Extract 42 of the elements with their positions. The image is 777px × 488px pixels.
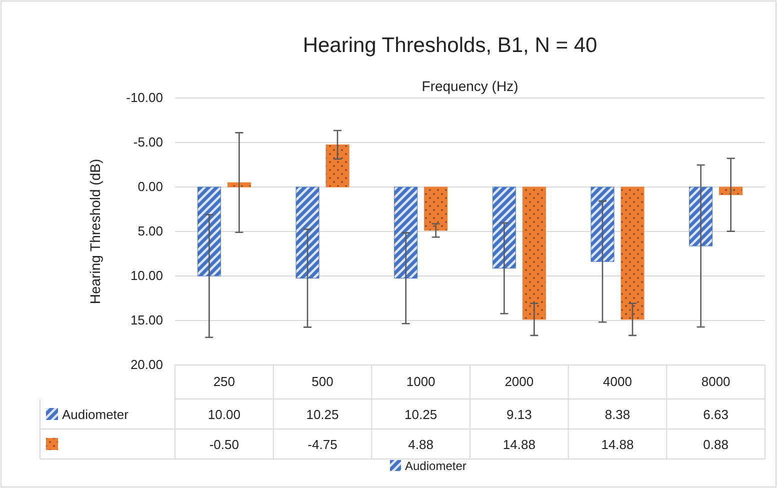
chart-title: Hearing Thresholds, B1, N = 40: [302, 34, 598, 57]
data-label: 8.38: [604, 407, 630, 422]
bar: [197, 186, 221, 276]
x-tick-label: 250: [213, 374, 236, 389]
bar: [522, 186, 546, 320]
bar: [590, 186, 614, 262]
data-label: 14.88: [502, 437, 536, 452]
bar: [326, 144, 350, 188]
x-tick-label: 4000: [603, 374, 632, 389]
bar: [227, 182, 251, 188]
data-label: 4.88: [408, 437, 434, 452]
y-tick-label: 20.00: [130, 357, 163, 372]
bar: [492, 186, 516, 269]
data-label: -0.50: [209, 437, 239, 452]
data-label: 0.88: [703, 437, 728, 452]
y-tick-label: 10.00: [130, 268, 163, 284]
bar: [394, 186, 418, 278]
bar: [719, 186, 743, 196]
data-label: 10.25: [306, 407, 339, 422]
x-tick-label: 500: [312, 374, 334, 389]
data-label: 10.00: [208, 407, 240, 422]
bar: [296, 186, 320, 278]
text: Audiometer: [405, 459, 466, 473]
bar: [424, 186, 448, 231]
legend-label: Audiometer: [62, 407, 130, 422]
data-label: 10.25: [404, 407, 438, 422]
y-tick-label: 15.00: [130, 312, 163, 328]
y-tick-label: 0.00: [138, 179, 163, 194]
data-label: -4.75: [308, 437, 338, 452]
data-label: 14.88: [601, 437, 634, 452]
y-tick-label: -10.00: [126, 90, 163, 106]
y-tick-label: 5.00: [138, 224, 163, 239]
y-tick-label: -5.00: [133, 134, 163, 150]
data-label: 6.63: [703, 407, 728, 422]
x-axis-title: Frequency (Hz): [422, 78, 518, 94]
x-tick-label: 1000: [406, 374, 436, 389]
data-label: 9.13: [506, 407, 532, 422]
y-axis-title: Hearing Threshold (dB): [87, 158, 103, 304]
bar: [620, 186, 644, 320]
x-tick-label: 8000: [701, 374, 730, 389]
x-tick-label: 2000: [504, 374, 534, 389]
bar: [689, 186, 713, 246]
